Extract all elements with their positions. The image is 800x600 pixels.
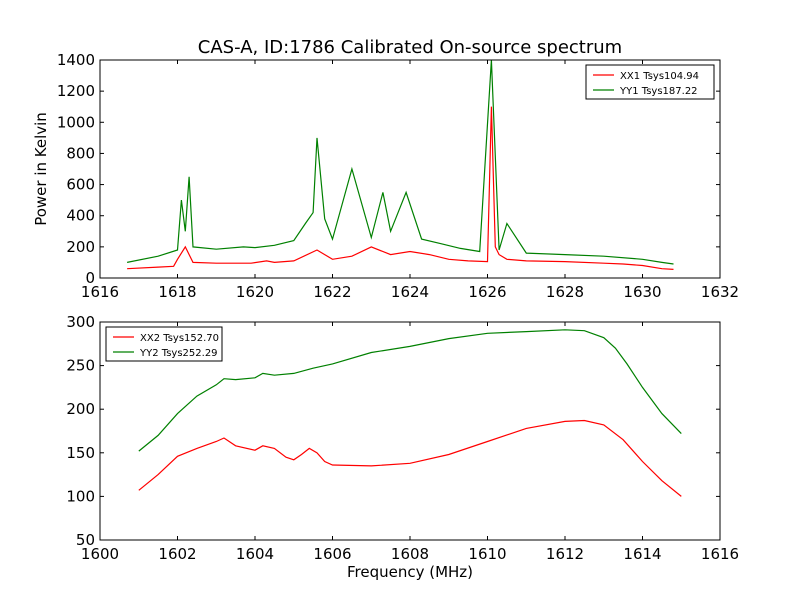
- y-tick-label: 1400: [57, 51, 95, 69]
- y-tick-label: 400: [66, 207, 95, 225]
- y-axis-label: Power in Kelvin: [32, 112, 50, 226]
- x-tick-label: 1600: [81, 545, 119, 563]
- x-tick-label: 1620: [236, 283, 274, 301]
- x-tick-label: 1630: [623, 283, 661, 301]
- y-tick-label: 150: [66, 444, 95, 462]
- plot-frame: [99, 321, 721, 541]
- legend-label: XX2 Tsys152.70: [140, 333, 219, 344]
- legend: XX1 Tsys104.94 YY1 Tsys187.22: [585, 64, 715, 100]
- x-tick-label: 1626: [468, 283, 506, 301]
- plot-frame: [99, 59, 721, 279]
- legend-box: [585, 64, 715, 100]
- x-tick-label: 1624: [391, 283, 429, 301]
- y-tick-label: 600: [66, 176, 95, 194]
- y-tick-label: 1000: [57, 113, 95, 131]
- series-line-0: [138, 419, 682, 497]
- x-tick-label: 1602: [158, 545, 196, 563]
- series-group: [126, 59, 674, 270]
- y-tick-label: 50: [76, 531, 95, 549]
- y-tick-label: 100: [66, 487, 95, 505]
- tick-group: 1616 1618 1620 1622 1624 1626 1628 1630 1632 0 200…: [57, 51, 739, 301]
- y-tick-label: 800: [66, 144, 95, 162]
- x-tick-label: 1628: [546, 283, 584, 301]
- legend-label: YY1 Tsys187.22: [619, 86, 698, 97]
- x-tick-label: 1608: [391, 545, 429, 563]
- x-tick-label: 1622: [313, 283, 351, 301]
- chart-title: CAS-A, ID:1786 Calibrated On-source spec…: [198, 37, 622, 58]
- tick-group: 1600 1602 1604 1606 1608 1610 1612 1614 1616 50 10…: [66, 313, 739, 563]
- chart-top: CAS-A, ID:1786 Calibrated On-source spec…: [32, 37, 739, 301]
- y-tick-label: 300: [66, 313, 95, 331]
- x-tick-label: 1616: [81, 283, 119, 301]
- x-tick-label: 1614: [623, 545, 661, 563]
- y-tick-label: 1200: [57, 82, 95, 100]
- series-line-1: [138, 329, 682, 452]
- y-tick-label: 250: [66, 357, 95, 375]
- x-axis-label: Frequency (MHz): [347, 563, 473, 581]
- x-tick-label: 1618: [158, 283, 196, 301]
- series-line-0: [127, 106, 674, 270]
- legend: XX2 Tsys152.70 YY2 Tsys252.29: [105, 326, 223, 362]
- x-tick-label: 1616: [701, 545, 739, 563]
- y-tick-label: 200: [66, 400, 95, 418]
- x-tick-label: 1606: [313, 545, 351, 563]
- x-tick-label: 1604: [236, 545, 274, 563]
- legend-label: YY2 Tsys252.29: [139, 348, 218, 359]
- chart-bottom: Frequency (MHz) 1600 1602 1604 1606 1608 1610…: [66, 313, 739, 581]
- x-tick-label: 1632: [701, 283, 739, 301]
- x-tick-label: 1612: [546, 545, 584, 563]
- legend-label: XX1 Tsys104.94: [620, 71, 699, 82]
- y-tick-label: 0: [85, 269, 95, 287]
- y-tick-label: 200: [66, 238, 95, 256]
- x-tick-label: 1610: [468, 545, 506, 563]
- series-group: [138, 329, 682, 497]
- legend-box: [105, 326, 223, 362]
- series-line-1: [126, 59, 674, 265]
